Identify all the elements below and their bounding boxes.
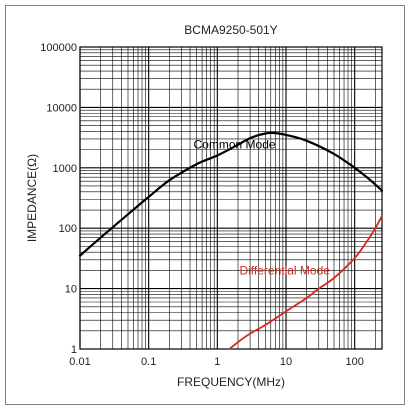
y-tick-labels: 1 10 100 1000 10000 100000 <box>40 42 77 356</box>
plot-border <box>79 46 383 350</box>
common-mode-annotation: Common Mode <box>194 137 276 151</box>
minor-grid <box>80 47 382 349</box>
x-tick-label: 0.1 <box>141 356 156 368</box>
major-grid <box>79 46 382 350</box>
y-tick-label: 100000 <box>40 42 77 54</box>
y-tick-label: 100 <box>59 223 77 235</box>
series-lines <box>78 131 384 350</box>
y-tick-label: 10000 <box>46 102 77 114</box>
y-tick-label: 1 <box>71 344 77 356</box>
x-tick-label: 1 <box>214 356 220 368</box>
x-tick-labels: 0.01 0.1 1 10 100 <box>69 356 364 368</box>
differential-mode-line <box>228 215 383 350</box>
x-tick-label: 0.01 <box>69 356 90 368</box>
common-mode-line <box>78 131 384 257</box>
series-annotations: Common Mode Differential Mode <box>194 137 331 277</box>
x-tick-label: 10 <box>280 356 292 368</box>
y-tick-label: 1000 <box>53 163 77 175</box>
y-tick-label: 10 <box>65 284 77 296</box>
differential-mode-annotation: Differential Mode <box>239 264 330 278</box>
y-axis-label: IMPEDANCE(Ω) <box>25 154 39 242</box>
chart-frame <box>5 5 405 405</box>
x-tick-label: 100 <box>345 356 363 368</box>
x-axis-label: FREQUENCY(MHz) <box>177 375 285 389</box>
chart-title: BCMA9250-501Y <box>184 23 277 37</box>
